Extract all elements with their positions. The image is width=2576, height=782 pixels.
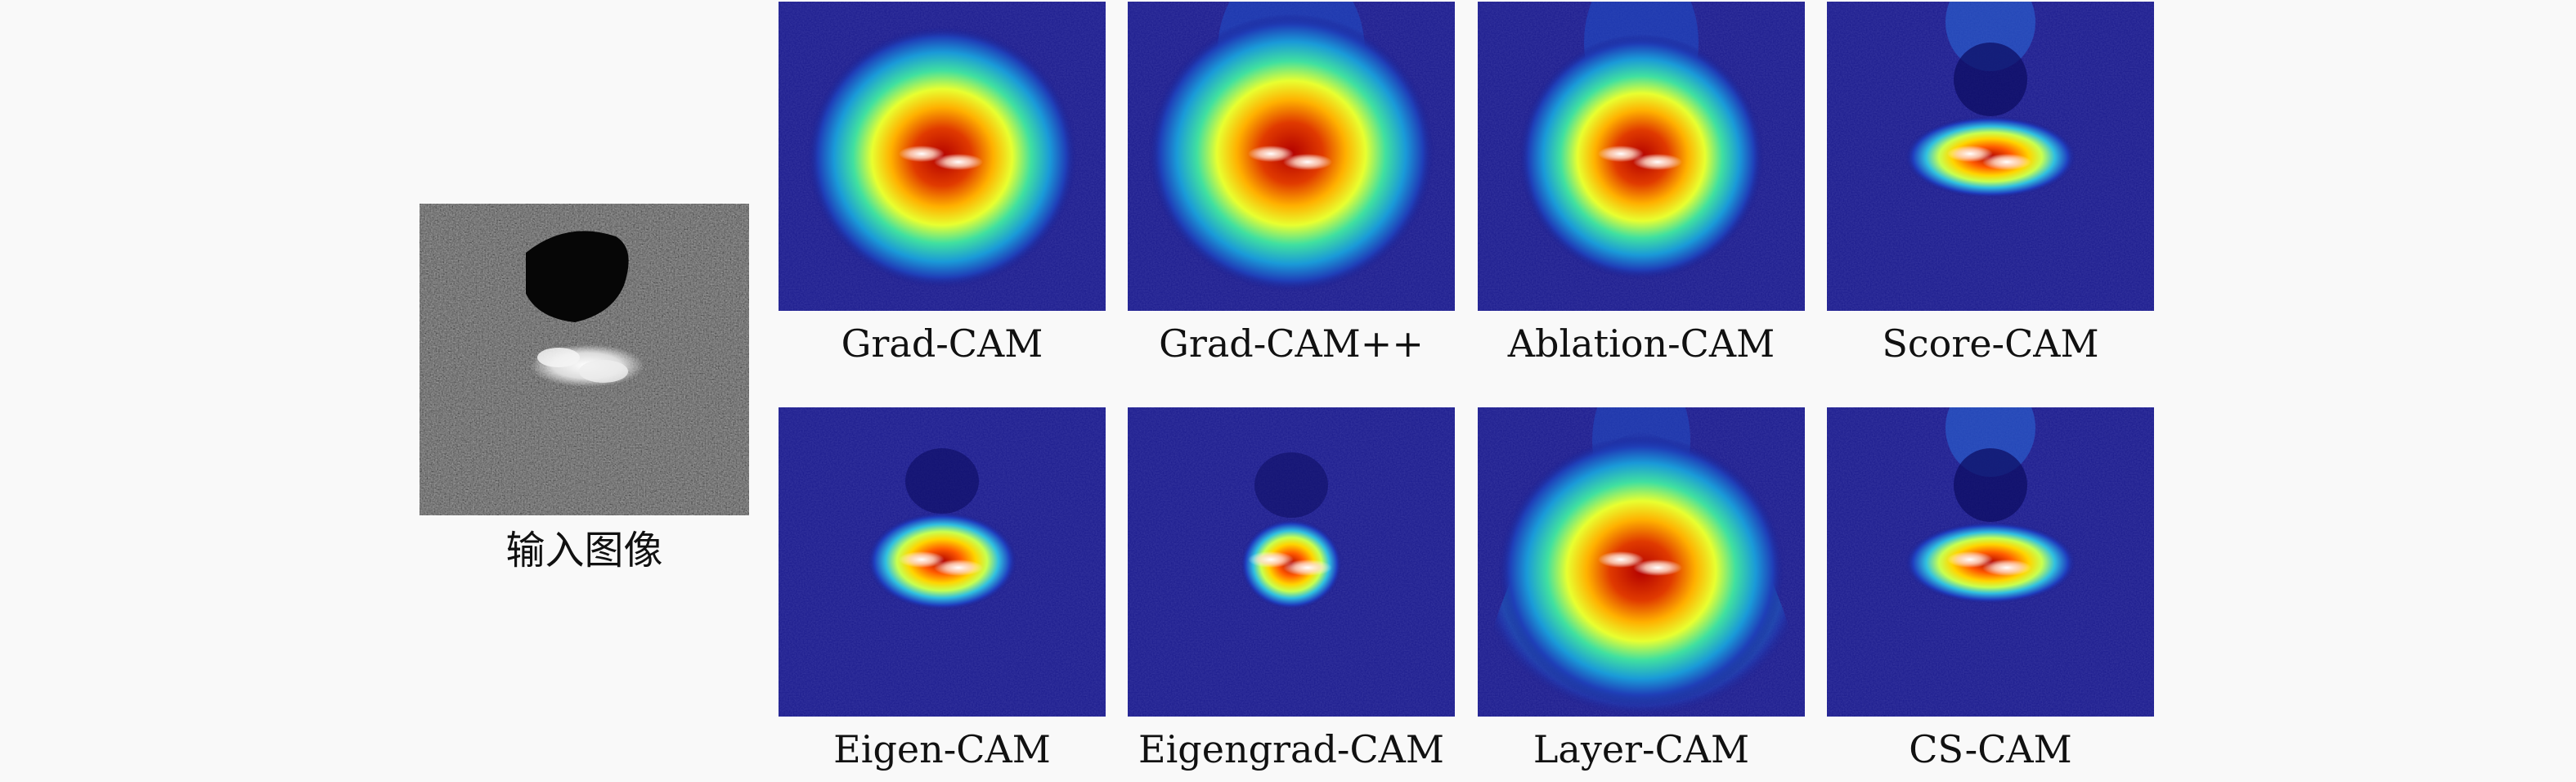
heatmap-image-scorecam [1827,2,2154,311]
heatmap-label-gradcam: Grad-CAM [841,321,1043,366]
input-image-label: 输入图像 [505,528,663,573]
heatmap-label-cscam: CS-CAM [1909,727,2072,771]
heatmap-label-gradcampp: Grad-CAM++ [1159,321,1424,366]
heatmap-label-scorecam: Score-CAM [1882,321,2099,366]
heatmap-label-ablationcam: Ablation-CAM [1507,321,1775,366]
heatmap-image-layercam [1478,407,1805,717]
heatmap-label-eigencam: Eigen-CAM [833,727,1051,771]
heatmap-image-ablationcam [1478,2,1805,311]
heatmap-label-layercam: Layer-CAM [1533,727,1750,771]
heatmap-image-gradcam [779,2,1106,311]
input-sar-image [420,204,749,515]
heatmap-image-eigencam [779,407,1106,717]
heatmap-image-gradcampp [1128,2,1455,311]
heatmap-image-cscam [1827,407,2154,717]
heatmap-label-eigengradcam: Eigengrad-CAM [1138,727,1444,771]
heatmap-image-eigengradcam [1128,407,1455,717]
